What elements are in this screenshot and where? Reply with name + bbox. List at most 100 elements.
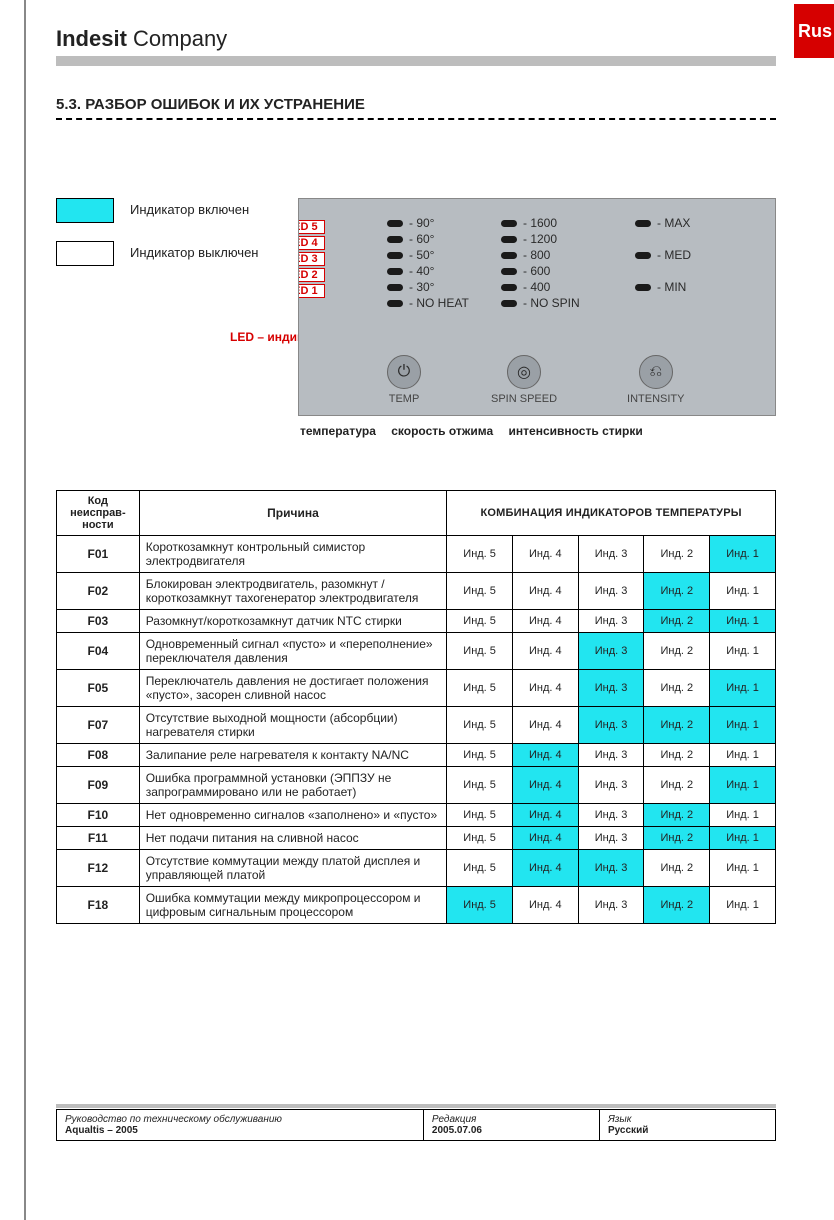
indicator-cell: Инд. 4 (512, 670, 578, 707)
error-cause: Ошибка коммутации между микропроцессором… (139, 887, 447, 924)
indicator-cell: Инд. 4 (512, 744, 578, 767)
indicator-cell: Инд. 3 (578, 573, 644, 610)
error-code: F10 (57, 804, 140, 827)
cap-int: интенсивность стирки (509, 424, 643, 438)
company-bold: Indesit (56, 26, 127, 51)
indicator-cell: Инд. 2 (644, 744, 710, 767)
indicator-cell: Инд. 2 (644, 804, 710, 827)
panel-spin-column: - 1600 - 1200 - 800 - 600 - 400 - NO SPI… (501, 215, 580, 311)
footer: Руководство по техническому обслуживанию… (56, 1104, 776, 1141)
table-row: F05Переключатель давления не достигает п… (57, 670, 776, 707)
swatch-on (56, 198, 114, 223)
indicator-cell: Инд. 4 (512, 887, 578, 924)
indicator-cell: Инд. 5 (447, 536, 513, 573)
led-3-label: LED 3 (298, 252, 325, 266)
table-row: F02Блокирован электродвигатель, разомкну… (57, 573, 776, 610)
error-codes-table: Код неисправ-ности Причина КОМБИНАЦИЯ ИН… (56, 490, 776, 924)
indicator-cell: Инд. 1 (710, 536, 776, 573)
indicator-cell: Инд. 4 (512, 633, 578, 670)
error-cause: Залипание реле нагревателя к контакту NA… (139, 744, 447, 767)
section-heading: РАЗБОР ОШИБОК И ИХ УСТРАНЕНИЕ (85, 96, 365, 113)
footer-rev-value: 2005.07.06 (432, 1125, 591, 1136)
company-name: Indesit Company (56, 26, 776, 52)
error-code: F12 (57, 850, 140, 887)
indicator-cell: Инд. 2 (644, 573, 710, 610)
error-cause: Нет одновременно сигналов «заполнено» и … (139, 804, 447, 827)
cap-spin: скорость отжима (391, 424, 493, 438)
error-code: F07 (57, 707, 140, 744)
indicator-cell: Инд. 1 (710, 744, 776, 767)
indicator-cell: Инд. 1 (710, 827, 776, 850)
error-code: F01 (57, 536, 140, 573)
section-number: 5.3. (56, 96, 81, 113)
indicator-cell: Инд. 5 (447, 633, 513, 670)
legend-row-off: Индикатор выключен (56, 241, 258, 266)
indicator-cell: Инд. 4 (512, 767, 578, 804)
indicator-cell: Инд. 3 (578, 610, 644, 633)
table-row: F12Отсутствие коммутации между платой ди… (57, 850, 776, 887)
error-cause: Ошибка программной установки (ЭППЗУ не з… (139, 767, 447, 804)
footer-box: Руководство по техническому обслуживанию… (56, 1109, 776, 1141)
indicator-cell: Инд. 2 (644, 633, 710, 670)
photo-caption: температура скорость отжима интенсивност… (300, 424, 655, 438)
table-row: F11Нет подачи питания на сливной насосИн… (57, 827, 776, 850)
indicator-cell: Инд. 2 (644, 536, 710, 573)
error-code: F02 (57, 573, 140, 610)
control-panel-photo: LED 5 LED 4 LED 3 LED 2 LED 1 - 90° - 60… (298, 198, 776, 416)
indicator-cell: Инд. 3 (578, 850, 644, 887)
company-light: Company (133, 26, 227, 51)
indicator-cell: Инд. 4 (512, 850, 578, 887)
indicator-cell: Инд. 5 (447, 573, 513, 610)
error-code: F18 (57, 887, 140, 924)
language-tab: Rus (794, 4, 834, 58)
table-row: F07Отсутствие выходной мощности (абсорбц… (57, 707, 776, 744)
indicator-cell: Инд. 2 (644, 670, 710, 707)
indicator-cell: Инд. 5 (447, 707, 513, 744)
indicator-cell: Инд. 5 (447, 827, 513, 850)
panel-temp-column: - 90° - 60° - 50° - 40° - 30° - NO HEAT (387, 215, 469, 311)
led-5-label: LED 5 (298, 220, 325, 234)
dashed-divider (56, 118, 776, 120)
intensity-button: ⎌INTENSITY (627, 355, 684, 405)
error-cause: Одновременный сигнал «пусто» и «переполн… (139, 633, 447, 670)
led-4-label: LED 4 (298, 236, 325, 250)
error-code: F05 (57, 670, 140, 707)
indicator-cell: Инд. 4 (512, 610, 578, 633)
cap-temp: температура (300, 424, 376, 438)
indicator-cell: Инд. 5 (447, 610, 513, 633)
indicator-cell: Инд. 1 (710, 887, 776, 924)
table-row: F09Ошибка программной установки (ЭППЗУ н… (57, 767, 776, 804)
error-code: F04 (57, 633, 140, 670)
footer-manual-label: Руководство по техническому обслуживанию (65, 1114, 415, 1125)
table-row: F08Залипание реле нагревателя к контакту… (57, 744, 776, 767)
footer-rev-label: Редакция (432, 1114, 591, 1125)
indicator-cell: Инд. 3 (578, 670, 644, 707)
indicator-cell: Инд. 2 (644, 887, 710, 924)
left-rule (24, 0, 26, 1220)
legend-off-text: Индикатор выключен (130, 245, 258, 261)
indicator-cell: Инд. 1 (710, 707, 776, 744)
table-row: F03Разомкнут/короткозамкнут датчик NTC с… (57, 610, 776, 633)
indicator-cell: Инд. 1 (710, 633, 776, 670)
temp-button: ⏻TEMP (387, 355, 421, 405)
table-row: F01Короткозамкнут контрольный симистор э… (57, 536, 776, 573)
led-2-label: LED 2 (298, 268, 325, 282)
legend-row-on: Индикатор включен (56, 198, 258, 223)
error-cause: Короткозамкнут контрольный симистор элек… (139, 536, 447, 573)
panel-buttons: ⏻TEMP ◎SPIN SPEED ⎌INTENSITY (387, 355, 684, 405)
led-1-label: LED 1 (298, 284, 325, 298)
header: Indesit Company (56, 26, 776, 66)
indicator-cell: Инд. 5 (447, 767, 513, 804)
indicator-cell: Инд. 1 (710, 804, 776, 827)
swatch-off (56, 241, 114, 266)
indicator-cell: Инд. 2 (644, 827, 710, 850)
footer-manual-value: Aqualtis – 2005 (65, 1125, 415, 1136)
hdr-combination: КОМБИНАЦИЯ ИНДИКАТОРОВ ТЕМПЕРАТУРЫ (447, 491, 776, 536)
error-code: F08 (57, 744, 140, 767)
indicator-cell: Инд. 4 (512, 573, 578, 610)
error-cause: Блокирован электродвигатель, разомкнут /… (139, 573, 447, 610)
indicator-cell: Инд. 2 (644, 707, 710, 744)
legend: Индикатор включен Индикатор выключен (56, 198, 258, 284)
indicator-cell: Инд. 5 (447, 804, 513, 827)
table-row: F04Одновременный сигнал «пусто» и «переп… (57, 633, 776, 670)
